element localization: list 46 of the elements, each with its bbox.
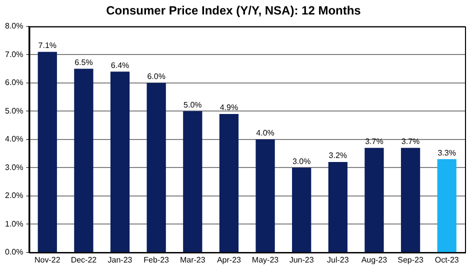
x-tick-label: Jun-23 [289, 255, 314, 264]
y-tick-label: 1.0% [5, 219, 24, 228]
y-tick-label: 2.0% [5, 191, 24, 200]
x-tick-label: Dec-22 [70, 255, 98, 264]
x-tick-label: Oct-23 [434, 255, 460, 264]
data-label: 4.9% [220, 103, 238, 112]
y-tick-label: 3.0% [5, 162, 24, 172]
x-tick-label: Feb-23 [144, 255, 170, 264]
bar [183, 111, 202, 252]
y-tick-label: 7.0% [5, 50, 24, 59]
x-tick-label: Apr-23 [216, 255, 242, 264]
bar [292, 168, 312, 252]
bar [256, 139, 275, 252]
y-tick-label: 6.0% [5, 78, 24, 88]
data-label: 3.7% [365, 137, 384, 146]
bar [146, 82, 166, 252]
chart-title: Consumer Price Index (Y/Y, NSA): 12 Months [106, 4, 362, 18]
y-tick-label: 0.0% [5, 248, 24, 257]
y-tick-label: 5.0% [5, 106, 24, 116]
bar [328, 162, 348, 252]
x-tick-label: Nov-22 [34, 255, 61, 264]
bar [219, 114, 239, 252]
data-label: 3.3% [438, 148, 456, 158]
data-label: 3.2% [328, 151, 348, 160]
x-tick-label: Sep-23 [398, 255, 424, 264]
bar [364, 148, 384, 252]
data-label: 5.0% [184, 100, 202, 110]
bar [110, 72, 130, 252]
bar [437, 159, 456, 252]
data-label: 7.1% [38, 41, 57, 50]
x-tick-label: Mar-23 [180, 255, 206, 264]
bar [74, 68, 94, 252]
bar [400, 148, 420, 252]
y-tick-label: 4.0% [5, 134, 24, 144]
bar [38, 52, 57, 252]
data-label: 6.4% [110, 60, 130, 70]
data-label: 6.0% [147, 72, 166, 82]
data-label: 3.7% [401, 137, 420, 146]
x-tick-label: Jan-23 [108, 255, 133, 264]
x-tick-label: Jul-23 [327, 255, 350, 264]
x-tick-label: May-23 [252, 255, 280, 264]
y-tick-label: 8.0% [5, 22, 24, 31]
x-tick-label: Aug-23 [361, 255, 388, 264]
data-label: 4.0% [256, 128, 274, 138]
data-label: 3.0% [292, 156, 311, 166]
data-label: 6.5% [74, 58, 93, 67]
